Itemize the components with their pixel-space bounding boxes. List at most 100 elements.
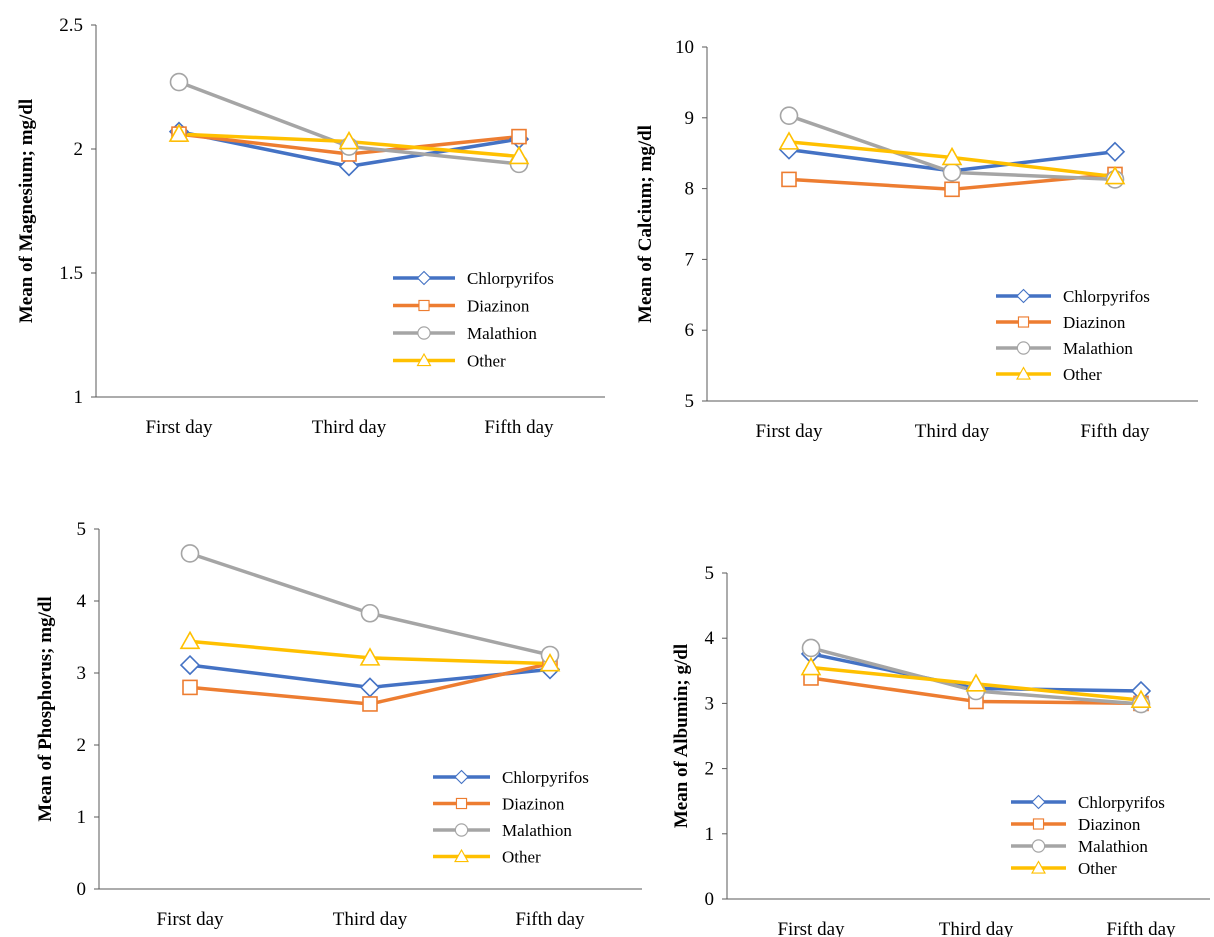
y-tick-label: 2 — [77, 735, 87, 756]
data-point-other — [1130, 689, 1152, 708]
legend-item-malathion: Malathion — [996, 339, 1133, 358]
legend-label: Chlorpyrifos — [1063, 287, 1150, 306]
y-tick-label: 5 — [77, 519, 87, 540]
y-tick-label: 4 — [705, 628, 715, 649]
x-tick-label-fifth-day: Fifth day — [484, 417, 554, 438]
data-point-malathion — [779, 106, 799, 125]
legend-item-chlorpyrifos: Chlorpyrifos — [393, 269, 554, 288]
data-point-other — [359, 647, 381, 666]
data-point-other — [941, 146, 963, 166]
y-tick-label: 3 — [705, 693, 715, 714]
data-point-chlorpyrifos — [179, 654, 201, 676]
legend-label: Malathion — [1078, 837, 1148, 856]
y-tick-label: 0 — [705, 889, 715, 910]
data-point-other — [1104, 165, 1126, 185]
legend-label: Other — [1078, 859, 1117, 878]
legend: Chlorpyrifos Diazinon Malathion Other — [1011, 793, 1165, 878]
y-axis-title: Mean of Calcium; mg/dl — [635, 125, 656, 323]
data-point-chlorpyrifos — [338, 156, 360, 177]
legend-item-other: Other — [996, 365, 1102, 384]
legend-marker-icon — [1016, 288, 1031, 304]
x-tick-label-third-day: Third day — [939, 919, 1014, 937]
y-tick-label: 1 — [77, 807, 87, 828]
data-point-other — [179, 630, 201, 650]
legend-marker-icon — [416, 352, 432, 367]
x-tick-label-first-day: First day — [777, 919, 845, 937]
y-tick-label: 1 — [705, 824, 715, 845]
legend: Chlorpyrifos Diazinon Malathion Other — [996, 287, 1150, 384]
legend-marker-icon — [1031, 839, 1046, 853]
legend-item-diazinon: Diazinon — [996, 313, 1126, 332]
x-tick-label-fifth-day: Fifth day — [1080, 421, 1150, 442]
data-point-other — [338, 130, 360, 150]
x-tick-label-third-day: Third day — [312, 417, 387, 438]
y-tick-label: 2 — [705, 759, 715, 780]
legend-label: Diazinon — [502, 795, 565, 814]
legend-label: Chlorpyrifos — [1078, 793, 1165, 812]
legend-label: Other — [467, 352, 506, 371]
data-point-malathion — [801, 638, 821, 658]
albumin-chart: 0 1 2 3 4 5 First day Third day Fifth day Mean of… — [671, 563, 1210, 937]
y-axis-title: Mean of Albumin; g/dl — [671, 644, 692, 828]
y-tick-label: 3 — [77, 663, 87, 684]
y-tick-label: 6 — [685, 320, 695, 341]
data-point-other — [539, 653, 561, 672]
legend-label: Diazinon — [467, 297, 530, 316]
legend: Chlorpyrifos Diazinon Malathion Other — [393, 269, 554, 371]
legend-item-other: Other — [393, 352, 506, 371]
legend-item-malathion: Malathion — [433, 821, 572, 840]
legend-item-chlorpyrifos: Chlorpyrifos — [1011, 793, 1165, 812]
data-point-diazinon — [182, 679, 198, 696]
data-point-diazinon — [944, 181, 960, 198]
y-tick-label: 9 — [685, 108, 695, 129]
legend-item-chlorpyrifos: Chlorpyrifos — [996, 287, 1150, 306]
legend-marker-icon — [1031, 794, 1046, 810]
y-tick-label: 10 — [675, 37, 694, 58]
legend-item-malathion: Malathion — [1011, 837, 1148, 856]
legend-marker-icon — [417, 326, 431, 340]
legend-item-diazinon: Diazinon — [393, 297, 530, 316]
y-tick-label: 1.5 — [59, 263, 83, 284]
x-tick-label-first-day: First day — [156, 909, 224, 930]
data-point-malathion — [180, 544, 200, 563]
legend-marker-icon — [1017, 316, 1030, 328]
y-tick-label: 8 — [685, 179, 695, 200]
legend-label: Chlorpyrifos — [467, 269, 554, 288]
legend-item-other: Other — [1011, 859, 1117, 878]
y-tick-label: 2.5 — [59, 15, 83, 36]
legend-marker-icon — [1016, 341, 1031, 355]
legend-item-diazinon: Diazinon — [433, 795, 565, 814]
legend-item-other: Other — [433, 848, 541, 867]
data-point-chlorpyrifos — [359, 677, 381, 698]
data-point-diazinon — [781, 171, 797, 188]
data-point-other — [508, 145, 530, 165]
phosphorus-chart: 0 1 2 3 4 5 First day Third day Fifth day Mean of… — [35, 519, 642, 930]
x-tick-label-third-day: Third day — [915, 421, 990, 442]
legend-label: Diazinon — [1078, 815, 1141, 834]
legend-item-malathion: Malathion — [393, 324, 537, 343]
legend-marker-icon — [418, 299, 430, 312]
x-tick-label-fifth-day: Fifth day — [1106, 919, 1176, 937]
y-axis-title: Mean of Magnesium; mg/dl — [16, 99, 37, 323]
data-point-malathion — [942, 163, 962, 182]
x-tick-label-fifth-day: Fifth day — [515, 909, 585, 930]
legend-label: Other — [502, 848, 541, 867]
y-axis-title: Mean of Phosphorus; mg/dl — [35, 596, 56, 821]
data-point-malathion — [169, 72, 189, 92]
data-point-other — [778, 131, 800, 150]
legend-label: Other — [1063, 365, 1102, 384]
legend-label: Malathion — [502, 821, 572, 840]
calcium-chart: 5 6 7 8 9 10 First day Third day Fifth day Mean o… — [635, 37, 1198, 442]
y-tick-label: 4 — [77, 591, 87, 612]
legend-label: Diazinon — [1063, 313, 1126, 332]
data-point-other — [965, 673, 987, 692]
legend-item-chlorpyrifos: Chlorpyrifos — [433, 768, 589, 787]
legend-marker-icon — [454, 823, 469, 837]
y-tick-label: 2 — [74, 139, 84, 160]
legend-marker-icon — [1016, 366, 1031, 380]
legend-label: Chlorpyrifos — [502, 768, 589, 787]
data-point-malathion — [360, 603, 380, 623]
magnesium-chart: 1 1.5 2 2.5 First day Third day Fifth day Mean … — [16, 15, 605, 438]
legend-item-diazinon: Diazinon — [1011, 815, 1141, 834]
